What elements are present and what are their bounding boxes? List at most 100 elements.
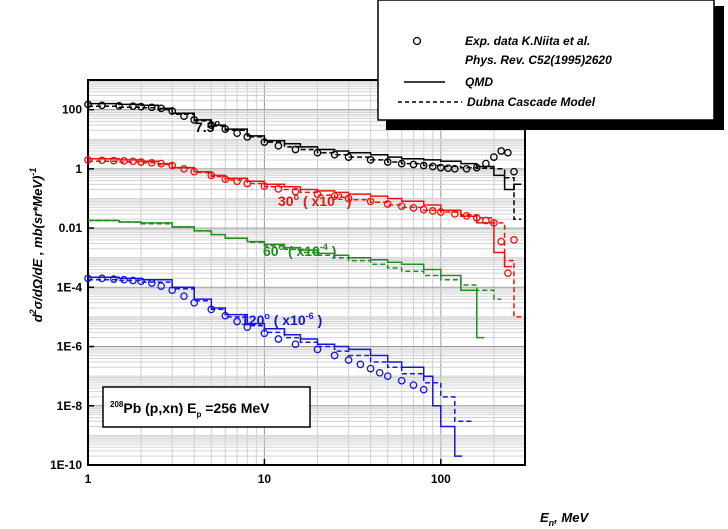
exp-point [510,236,518,244]
exp-point [419,161,428,170]
exp-point [409,160,418,169]
exp-point [428,207,437,215]
y-tick-label: 1E-6 [57,340,83,354]
y-tick-label: 1E-4 [57,280,83,294]
exp-point [383,158,392,166]
exp-point [207,121,216,129]
exp-point [109,156,118,165]
x-tick-label: 10 [258,472,272,486]
exp-point [344,356,353,364]
exp-point [274,335,283,343]
plot-frame [87,79,526,466]
exp-point [313,345,322,354]
qmd-line-3 [88,276,463,457]
reaction-label-frame [102,386,311,428]
exp-point [313,190,322,198]
exp-point [109,275,118,283]
exp-point [330,192,339,200]
exp-point [207,171,216,180]
exp-point [221,125,230,133]
x-tick-label: 1 [85,472,92,486]
exp-point [344,153,353,161]
exp-point [129,102,137,111]
series-label-2: 60o ( x10-4 ) [263,242,336,259]
exp-point [120,275,128,284]
exp-point [504,148,512,157]
exp-point [180,112,188,121]
exp-point [120,157,128,165]
series-layer: 7.5o 30o ( x10-2 ) 60o ( x10-4 ) 120o ( x10… [84,100,522,457]
exp-point [450,210,459,218]
exp-point [243,179,252,188]
exp-point [436,208,445,216]
exp-point [157,282,166,290]
exp-point [462,211,471,220]
reaction-label-box: 208Pb (p,xn) Ep =256 MeV [102,386,311,428]
legend-box [377,0,715,121]
exp-point [221,175,230,183]
exp-point [497,147,506,155]
exp-point [497,237,506,246]
exp-point [330,150,339,159]
exp-point [190,167,199,176]
y-tick-label: 1E-8 [57,399,83,413]
exp-point [383,200,392,208]
series-1: 30o ( x10-2 ) [84,156,522,318]
exp-point [137,158,145,166]
exp-point [472,214,481,222]
reaction-label: 208Pb (p,xn) Ep =256 MeV [110,400,270,419]
exp-point [243,323,252,332]
exp-point [98,274,106,283]
exp-point [98,156,106,165]
exp-point [490,153,498,161]
series-3: 120o ( x10-6 ) [84,274,474,457]
legend-exp-marker [412,36,422,46]
exp-point [180,292,188,301]
exp-point [330,351,339,360]
exp-point [291,145,300,154]
exp-point [115,101,123,110]
exp-point [356,360,365,369]
exp-point [233,177,241,186]
exp-point [129,157,137,166]
exp-point [462,164,471,173]
exp-point [409,381,418,389]
exp-point [482,159,490,168]
exp-point [366,197,375,206]
exp-point [344,194,353,203]
exp-point [419,205,428,214]
exp-point [409,204,418,212]
exp-point [84,156,92,164]
exp-point [397,376,406,385]
qmd-line-2 [88,219,485,339]
exp-point [137,277,145,286]
exp-point [129,276,137,285]
exp-point [207,305,216,314]
exp-point [157,104,166,113]
exp-point [190,298,199,307]
exp-point [260,138,269,146]
exp-point [428,162,437,171]
legend-exp-ref: Phys. Rev. C52(1995)2620 [465,53,612,67]
exp-point [419,385,428,394]
series-0: 7.5o [84,100,522,220]
exp-point [260,329,269,338]
exp-point [98,101,106,110]
exp-point [397,202,406,211]
y-tick-label: 1 [75,162,82,176]
exp-point [233,317,241,326]
exp-point [260,182,269,191]
exp-point [221,311,230,320]
exp-point [147,279,156,287]
legend-exp-label: Exp. data K.Niita et al. [465,34,590,48]
y-tick-label: 100 [62,103,82,117]
exp-point [366,364,375,373]
series-label-0: 7.5o [195,118,220,135]
exp-point [397,159,406,168]
exp-point [243,133,252,141]
legend: Exp. data K.Niita et al. Phys. Rev. C52(… [377,0,724,130]
exp-point [168,161,177,170]
exp-point [291,187,300,196]
legend-qmd-label: QMD [465,75,493,89]
